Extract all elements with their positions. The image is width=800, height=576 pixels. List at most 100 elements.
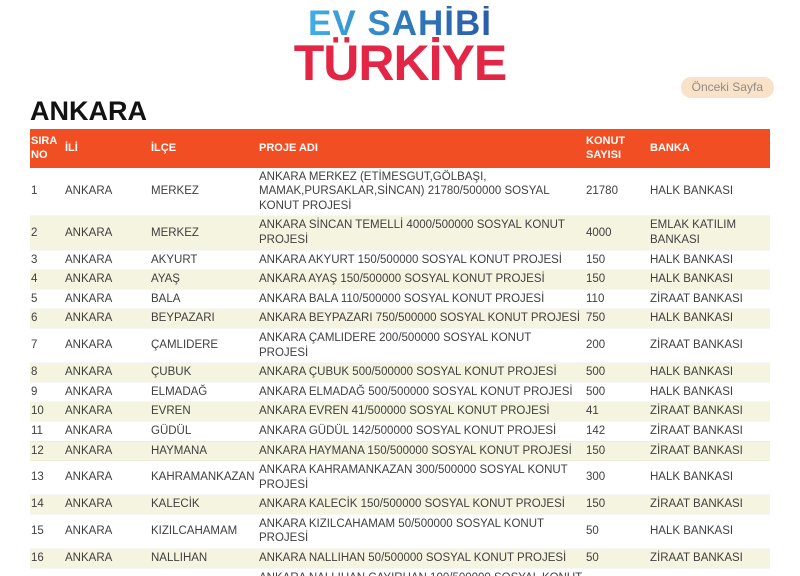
cell-sira_no: 2 — [30, 216, 64, 250]
cell-proje_adi: ANKARA EVREN 41/500000 SOSYAL KONUT PROJ… — [258, 402, 585, 422]
cell-sira_no: 8 — [30, 363, 64, 383]
cell-ilce: ELMADAĞ — [150, 382, 258, 402]
cell-proje_adi: ANKARA ÇAMLIDERE 200/500000 SOSYAL KONUT… — [258, 328, 585, 362]
cell-proje_adi: ANKARA AYAŞ 150/500000 SOSYAL KONUT PROJ… — [258, 270, 585, 290]
table-row: 12 ANKARA HAYMANA ANKARA HAYMANA 150/500000… — [30, 441, 770, 461]
table-header: SIRA NO İLİ İLÇE PROJE ADI KONUT SAYISI BANKA — [30, 129, 770, 168]
cell-ilce: NALLIHAN — [150, 568, 258, 576]
cell-konut_sayisi: 300 — [585, 461, 649, 495]
table-row: 17ANKARANALLIHANANKARA NALLIHAN ÇAYIRHAN… — [30, 568, 770, 576]
cell-konut_sayisi: 41 — [585, 402, 649, 422]
table-row: 4 ANKARA AYAŞ ANKARA AYAŞ 150/500000 SOSYAL… — [30, 269, 770, 290]
cell-ilce: KAHRAMANKAZAN — [150, 461, 258, 495]
cell-banka: ZİRAAT BANKASI — [649, 421, 770, 441]
logo-text-ev-sahibi: EV SAHİBİ — [307, 4, 493, 43]
cell-banka: EMLAK KATILIM BANKASI — [649, 216, 770, 250]
cell-proje_adi: ANKARA SİNCAN TEMELLİ 4000/500000 SOSYAL… — [258, 216, 585, 250]
cell-konut_sayisi: 500 — [585, 363, 649, 383]
housing-projects-table: SIRA NO İLİ İLÇE PROJE ADI KONUT SAYISI BANKA… — [30, 129, 770, 576]
cell-proje_adi: ANKARA KIZILCAHAMAM 50/500000 SOSYAL KON… — [258, 514, 585, 548]
cell-banka: HALK BANKASI — [649, 382, 770, 402]
cell-ilce: EVREN — [150, 402, 258, 422]
column-header-konut_sayisi: KONUT SAYISI — [585, 129, 649, 168]
column-header-ilce: İLÇE — [150, 129, 258, 168]
cell-ili: ANKARA — [64, 495, 150, 515]
cell-sira_no: 7 — [30, 328, 64, 362]
cell-banka: ZİRAAT BANKASI — [649, 328, 770, 362]
cell-sira_no: 4 — [30, 270, 64, 290]
cell-proje_adi: ANKARA NALLIHAN ÇAYIRHAN 100/500000 SOSY… — [258, 568, 585, 576]
cell-konut_sayisi: 110 — [585, 289, 649, 309]
cell-ilce: MERKEZ — [150, 168, 258, 216]
cell-proje_adi: ANKARA HAYMANA 150/500000 SOSYAL KONUT P… — [258, 441, 585, 461]
page-title: ANKARA — [30, 96, 147, 126]
cell-sira_no: 9 — [30, 382, 64, 402]
cell-konut_sayisi: 21780 — [585, 168, 649, 216]
column-header-ili: İLİ — [64, 129, 150, 168]
site-logo: EV SAHİBİ TÜRKİYE — [0, 0, 800, 88]
cell-sira_no: 16 — [30, 549, 64, 569]
cell-ili: ANKARA — [64, 549, 150, 569]
cell-banka: HALK BANKASI — [649, 363, 770, 383]
cell-ilce: GÜDÜL — [150, 421, 258, 441]
table-row: 5 ANKARA BALA ANKARA BALA 110/500000 SOSYAL… — [30, 289, 770, 309]
cell-sira_no: 12 — [30, 441, 64, 461]
cell-ili: ANKARA — [64, 461, 150, 495]
table-header-row: SIRA NO İLİ İLÇE PROJE ADI KONUT SAYISI BANKA — [30, 129, 770, 168]
cell-ili: ANKARA — [64, 250, 150, 270]
cell-ilce: KALECİK — [150, 495, 258, 515]
cell-proje_adi: ANKARA MERKEZ (ETİMESGUT,GÖLBAŞI, MAMAK,… — [258, 168, 585, 216]
cell-ilce: BEYPAZARI — [150, 309, 258, 329]
cell-sira_no: 5 — [30, 289, 64, 309]
cell-proje_adi: ANKARA BALA 110/500000 SOSYAL KONUT PROJ… — [258, 289, 585, 309]
cell-ili: ANKARA — [64, 514, 150, 548]
cell-konut_sayisi: 50 — [585, 514, 649, 548]
cell-proje_adi: ANKARA GÜDÜL 142/500000 SOSYAL KONUT PRO… — [258, 421, 585, 441]
cell-ili: ANKARA — [64, 168, 150, 216]
cell-proje_adi: ANKARA BEYPAZARI 750/500000 SOSYAL KONUT… — [258, 309, 585, 329]
cell-banka: ZİRAAT BANKASI — [649, 441, 770, 461]
cell-banka: ZİRAAT BANKASI — [649, 402, 770, 422]
cell-sira_no: 14 — [30, 495, 64, 515]
cell-banka: ZİRAAT BANKASI — [649, 549, 770, 569]
cell-konut_sayisi: 150 — [585, 250, 649, 270]
cell-banka: HALK BANKASI — [649, 461, 770, 495]
cell-ili: ANKARA — [64, 309, 150, 329]
table-row: 15 ANKARA KIZILCAHAMAM ANKARA KIZILCAHAMAM … — [30, 514, 770, 549]
cell-proje_adi: ANKARA KAHRAMANKAZAN 300/500000 SOSYAL K… — [258, 461, 585, 495]
cell-ili: ANKARA — [64, 363, 150, 383]
table-row: 9 ANKARA ELMADAĞ ANKARA ELMADAĞ 500/500000 … — [30, 382, 770, 402]
cell-proje_adi: ANKARA NALLIHAN 50/500000 SOSYAL KONUT P… — [258, 549, 585, 569]
cell-konut_sayisi: 150 — [585, 270, 649, 290]
table-row: 16 ANKARA NALLIHAN ANKARA NALLIHAN 50/50000… — [30, 548, 770, 569]
cell-sira_no: 10 — [30, 402, 64, 422]
cell-konut_sayisi: 100 — [585, 568, 649, 576]
table-row: 6 ANKARA BEYPAZARI ANKARA BEYPAZARI 750/500… — [30, 308, 770, 329]
cell-konut_sayisi: 150 — [585, 441, 649, 461]
cell-konut_sayisi: 750 — [585, 309, 649, 329]
logo-text-turkiye: TÜRKİYE — [293, 35, 507, 91]
column-header-proje_adi: PROJE ADI — [258, 129, 585, 168]
cell-sira_no: 6 — [30, 309, 64, 329]
previous-page-button[interactable]: Önceki Sayfa — [680, 77, 774, 98]
cell-ilce: HAYMANA — [150, 441, 258, 461]
cell-ilce: KIZILCAHAMAM — [150, 514, 258, 548]
cell-ili: ANKARA — [64, 568, 150, 576]
cell-ili: ANKARA — [64, 289, 150, 309]
cell-ili: ANKARA — [64, 270, 150, 290]
cell-konut_sayisi: 142 — [585, 421, 649, 441]
cell-sira_no: 15 — [30, 514, 64, 548]
cell-sira_no: 17 — [30, 568, 64, 576]
cell-konut_sayisi: 50 — [585, 549, 649, 569]
cell-sira_no: 3 — [30, 250, 64, 270]
cell-proje_adi: ANKARA KALECİK 150/500000 SOSYAL KONUT P… — [258, 495, 585, 515]
cell-ilce: BALA — [150, 289, 258, 309]
cell-ilce: ÇAMLIDERE — [150, 328, 258, 362]
cell-ili: ANKARA — [64, 421, 150, 441]
cell-banka: ZİRAAT BANKASI — [649, 289, 770, 309]
cell-ilce: AYAŞ — [150, 270, 258, 290]
cell-banka: HALK BANKASI — [649, 514, 770, 548]
cell-ili: ANKARA — [64, 328, 150, 362]
cell-ilce: MERKEZ — [150, 216, 258, 250]
